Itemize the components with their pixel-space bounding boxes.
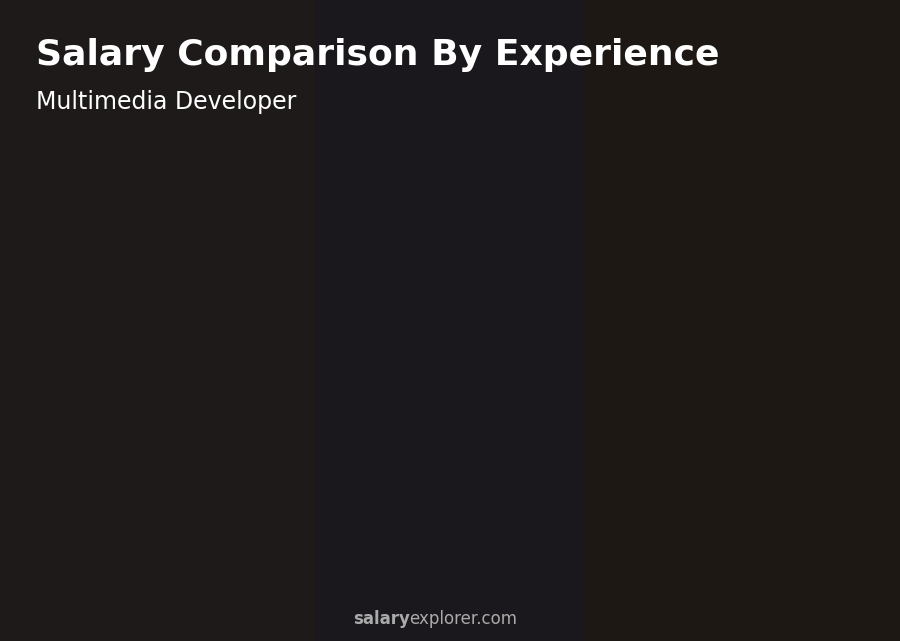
- Text: 0 GHS: 0 GHS: [214, 428, 257, 442]
- Text: 2 to 5: 2 to 5: [207, 574, 266, 592]
- Bar: [580, 322, 661, 558]
- Bar: [60, 510, 141, 558]
- Polygon shape: [191, 447, 282, 463]
- Text: < 2 Years: < 2 Years: [58, 574, 154, 592]
- Text: +nan%: +nan%: [97, 397, 180, 417]
- Bar: [320, 416, 400, 558]
- Text: 0 GHS: 0 GHS: [345, 380, 387, 394]
- Bar: [716, 29, 828, 50]
- Bar: [716, 50, 828, 72]
- Polygon shape: [320, 399, 411, 416]
- Text: +nan%: +nan%: [228, 348, 310, 368]
- Text: +nan%: +nan%: [487, 249, 569, 269]
- Text: Multimedia Developer: Multimedia Developer: [36, 90, 296, 113]
- Text: Salary Comparison By Experience: Salary Comparison By Experience: [36, 38, 719, 72]
- Polygon shape: [400, 399, 411, 558]
- Text: 20+ Years: 20+ Years: [705, 574, 806, 592]
- Text: Average Monthly Salary: Average Monthly Salary: [832, 296, 845, 445]
- Bar: [716, 72, 828, 93]
- Polygon shape: [141, 494, 151, 558]
- Text: 10 to 15: 10 to 15: [454, 574, 537, 592]
- Text: +nan%: +nan%: [357, 299, 439, 319]
- Text: 0 GHS: 0 GHS: [474, 333, 518, 347]
- Bar: [191, 463, 271, 558]
- Text: salary: salary: [353, 610, 410, 628]
- Polygon shape: [531, 352, 541, 558]
- Polygon shape: [757, 47, 787, 72]
- Polygon shape: [60, 494, 151, 510]
- Text: 0 GHS: 0 GHS: [734, 238, 777, 253]
- Text: 0 GHS: 0 GHS: [604, 286, 647, 300]
- Text: +nan%: +nan%: [616, 200, 699, 220]
- Polygon shape: [710, 258, 801, 274]
- Polygon shape: [790, 258, 801, 558]
- Bar: [710, 274, 790, 558]
- Polygon shape: [450, 352, 541, 369]
- Polygon shape: [661, 305, 670, 558]
- Polygon shape: [271, 447, 282, 558]
- Text: explorer.com: explorer.com: [410, 610, 518, 628]
- Polygon shape: [580, 305, 670, 322]
- Bar: [450, 369, 531, 558]
- Text: 0 GHS: 0 GHS: [85, 475, 128, 489]
- Text: 5 to 10: 5 to 10: [330, 574, 401, 592]
- Text: 15 to 20: 15 to 20: [584, 574, 667, 592]
